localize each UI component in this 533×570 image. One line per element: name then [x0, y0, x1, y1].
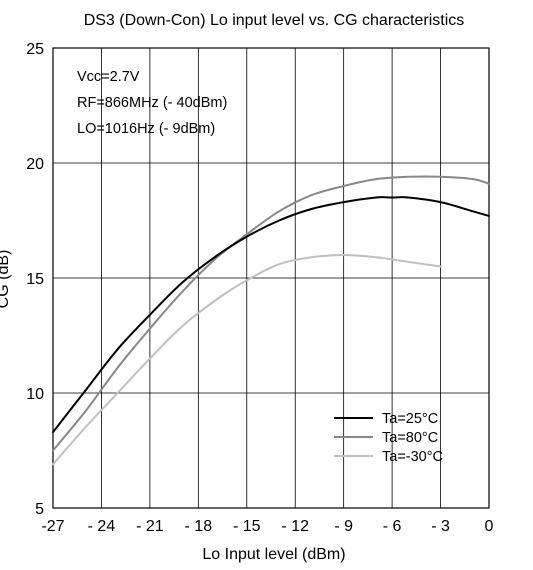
x-tick-label: - 3 [431, 518, 450, 535]
x-tick-label: - 9 [334, 518, 353, 535]
x-tick-label: - 18 [185, 518, 213, 535]
annotation-lo: LO=1016Hz (- 9dBm) [77, 121, 215, 137]
annotation-vcc: Vcc=2.7V [77, 69, 140, 85]
chart-title: DS3 (Down-Con) Lo input level vs. CG cha… [84, 12, 465, 29]
x-tick-label: -27 [41, 518, 64, 535]
x-tick-label: - 6 [383, 518, 402, 535]
y-tick-label: 15 [26, 271, 44, 288]
series-layer [52, 175, 490, 466]
legend: Ta=25°C Ta=80°C Ta=-30°C [334, 411, 443, 465]
x-tick-label: - 15 [233, 518, 261, 535]
legend-label-0: Ta=25°C [382, 411, 438, 427]
y-tick-label: 20 [26, 156, 44, 173]
x-tick-label: - 24 [88, 518, 116, 535]
plot-frame [52, 47, 490, 509]
legend-label-1: Ta=80°C [382, 430, 438, 446]
x-tick-label: 0 [485, 518, 494, 535]
series-line-1 [52, 175, 490, 452]
y-tick-label: 25 [26, 41, 44, 58]
series-line-0 [52, 196, 490, 434]
y-axis-label: CG (dB) [0, 250, 12, 309]
x-tick-label: - 12 [281, 518, 309, 535]
y-tick-label: 5 [35, 501, 44, 518]
tick-labels: -27 - 24 - 21 - 18 - 15 - 12 - 9 - 6 - 3 0 5 10 15 20… [26, 41, 493, 535]
x-tick-label: - 21 [136, 518, 164, 535]
annotation-rf: RF=866MHz (- 40dBm) [77, 95, 227, 111]
annotation-box: Vcc=2.7V RF=866MHz (- 40dBm) LO=1016Hz (… [77, 69, 227, 137]
legend-label-2: Ta=-30°C [382, 449, 443, 465]
y-tick-label: 10 [26, 386, 44, 403]
x-axis-label: Lo Input level (dBm) [202, 546, 345, 563]
series-line-2 [52, 254, 442, 466]
